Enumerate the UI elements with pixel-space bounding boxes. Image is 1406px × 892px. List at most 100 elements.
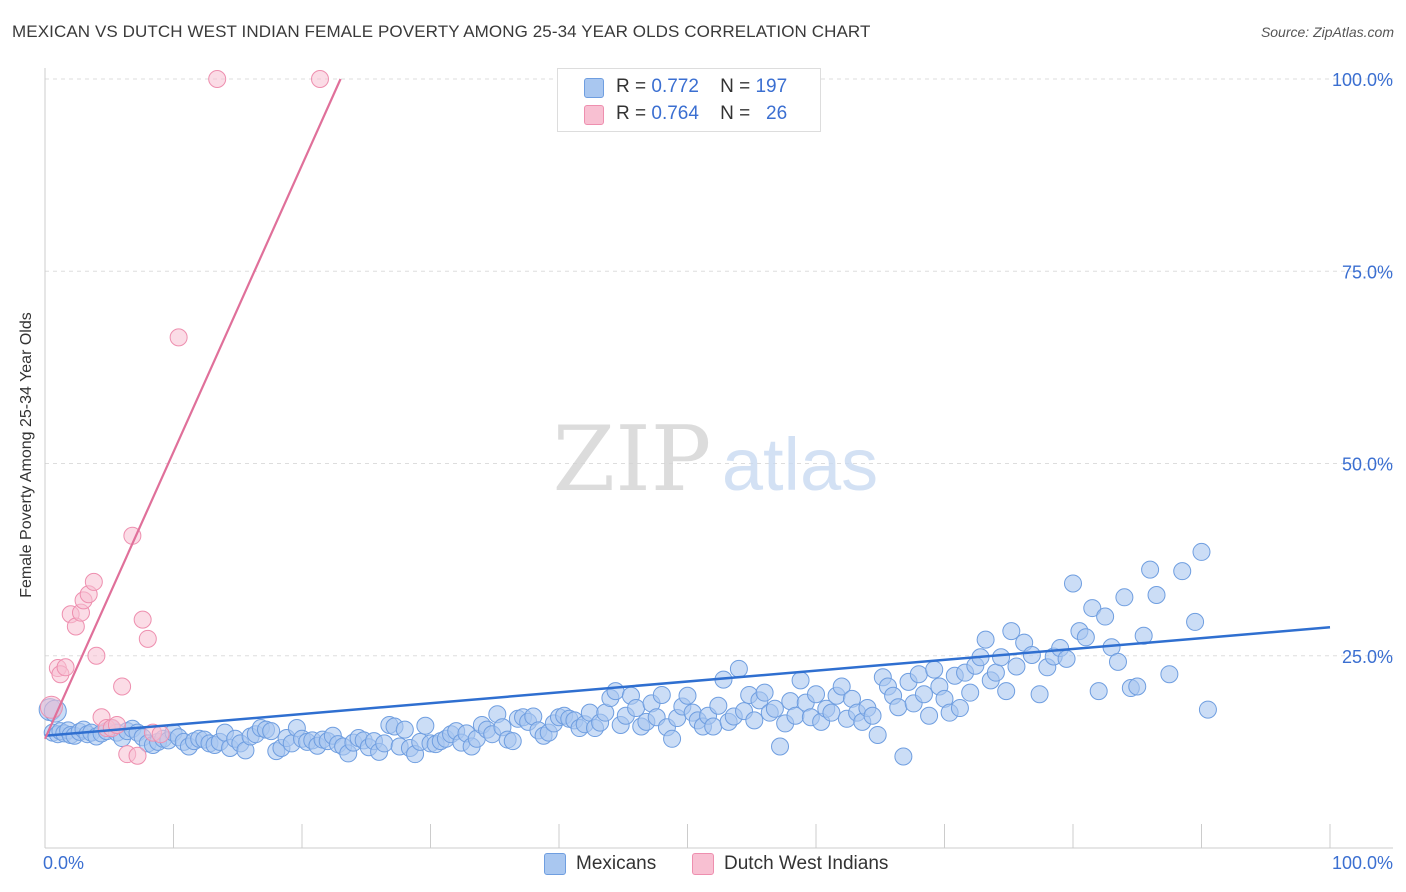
legend-r-label: R = (616, 76, 647, 97)
mexicans-point (606, 682, 625, 701)
dutch-west-indians-point (138, 629, 157, 648)
watermark-zip: ZIP (553, 407, 712, 512)
mexicans-point (976, 630, 995, 649)
bottom-legend-mexicans: Mexicans (544, 852, 656, 876)
legend-n-label: N = (720, 103, 751, 124)
stats-legend: R = 0.772 N = 197 R = 0.764 N = 26 (557, 68, 821, 132)
mexicans-point (1030, 685, 1049, 704)
mexicans-point (395, 720, 414, 739)
tick-labels: 25.0% 50.0% 75.0% 100.0% 0.0% 100.0% (43, 70, 1393, 873)
bottom-legend-label-dutch-west-indians: Dutch West Indians (724, 853, 889, 874)
mexicans-point (997, 682, 1016, 701)
mexicans-point (961, 683, 980, 702)
mexicans-point (765, 699, 784, 718)
watermark-atlas: atlas (722, 423, 878, 506)
mexicans-point (1198, 700, 1217, 719)
y-tick-label: 100.0% (1332, 70, 1393, 90)
mexicans-point (652, 685, 671, 704)
mexicans-point (1083, 599, 1102, 618)
mexicans-point (663, 729, 682, 748)
legend-n-value-dutch-west-indians: 26 (766, 103, 788, 124)
bottom-legend-dutch-west-indians: Dutch West Indians (692, 852, 888, 876)
mexicans-point (807, 685, 825, 704)
mexicans-point (1007, 657, 1026, 676)
mexicans-point (709, 696, 728, 715)
mexicans-point (992, 648, 1011, 667)
y-tick-label: 75.0% (1342, 262, 1393, 282)
legend-r-value-mexicans: 0.772 (651, 76, 699, 97)
mexicans-point (627, 699, 646, 718)
dutch-west-indians-point (133, 610, 152, 629)
mexicans-point (1192, 542, 1211, 561)
dutch-west-indians-point (128, 746, 147, 765)
dutch-west-indians-point (169, 328, 188, 347)
dutch-west-indians-point (310, 70, 329, 88)
mexicans-point (375, 734, 394, 753)
mexicans-point (925, 660, 944, 679)
mexicans-point (1096, 607, 1115, 626)
mexicans-point (1186, 612, 1205, 631)
mexicans-point (416, 716, 435, 735)
mexicans-point (1147, 585, 1166, 604)
mexicans-point (1128, 677, 1147, 696)
dutch-west-indians-point (84, 572, 103, 591)
mexicans-point (729, 659, 748, 678)
legend-n-label: N = (720, 76, 751, 97)
mexicans-point (822, 703, 841, 722)
mexicans-trend-line (44, 626, 1331, 737)
y-tick-label: 50.0% (1342, 455, 1393, 475)
mexicans-point (1173, 562, 1192, 581)
mexicans-point (986, 663, 1005, 682)
mexicans-point (678, 686, 697, 705)
mexicans-point (791, 671, 810, 690)
mexicans-point (1115, 588, 1134, 607)
mexicans-point (832, 677, 851, 696)
chart-title: MEXICAN VS DUTCH WEST INDIAN FEMALE POVE… (12, 22, 871, 41)
dutch-west-indians-point (56, 658, 75, 677)
y-tick-label: 25.0% (1342, 647, 1393, 667)
x-tick-label-start: 0.0% (43, 853, 84, 873)
bottom-legend-swatch-mexicans (544, 853, 566, 875)
mexicans-point (950, 699, 969, 718)
mexicans-point (889, 698, 908, 717)
mexicans-point (1160, 665, 1179, 684)
legend-swatch-mexicans (584, 78, 604, 98)
mexicans-point (1002, 622, 1021, 641)
mexicans-point (920, 706, 939, 725)
dutch-west-indians-point (151, 725, 170, 744)
mexicans-point (909, 665, 928, 684)
mexicans-point (1089, 682, 1108, 701)
mexicans-point (1022, 645, 1041, 664)
mexicans-point (1141, 560, 1160, 579)
mexicans-point (863, 706, 882, 725)
dutch-west-indians-points (39, 70, 329, 765)
mexicans-point (771, 737, 790, 756)
mexicans-point (894, 747, 913, 766)
mexicans-point (755, 683, 774, 702)
x-tick-label-end: 100.0% (1332, 853, 1393, 873)
mexicans-point (1108, 652, 1127, 671)
dutch-west-indians-point (208, 70, 227, 88)
mexicans-point (704, 717, 723, 736)
trend-lines (43, 78, 1331, 740)
mexicans-point (914, 685, 933, 704)
dutch-west-indians-point (87, 646, 106, 665)
mexicans-point (503, 732, 522, 751)
dutch-west-indians-point (113, 677, 132, 696)
mexicans-points (38, 542, 1217, 766)
mexicans-point (745, 711, 764, 730)
legend-r-label: R = (616, 103, 647, 124)
legend-swatch-dutch-west-indians (584, 105, 604, 125)
mexicans-point (1076, 628, 1095, 647)
mexicans-point (1057, 649, 1076, 668)
legend-r-value-dutch-west-indians: 0.764 (651, 103, 699, 124)
bottom-legend-swatch-dutch-west-indians (692, 853, 714, 875)
bottom-legend-label-mexicans: Mexicans (576, 853, 657, 874)
mexicans-point (868, 725, 887, 744)
source-label: Source: ZipAtlas.com (1260, 24, 1394, 40)
mexicans-point (1064, 574, 1082, 593)
mexicans-point (262, 722, 281, 741)
legend-n-value-mexicans: 197 (755, 76, 788, 97)
dutch-west-indians-trend-line (43, 78, 342, 740)
